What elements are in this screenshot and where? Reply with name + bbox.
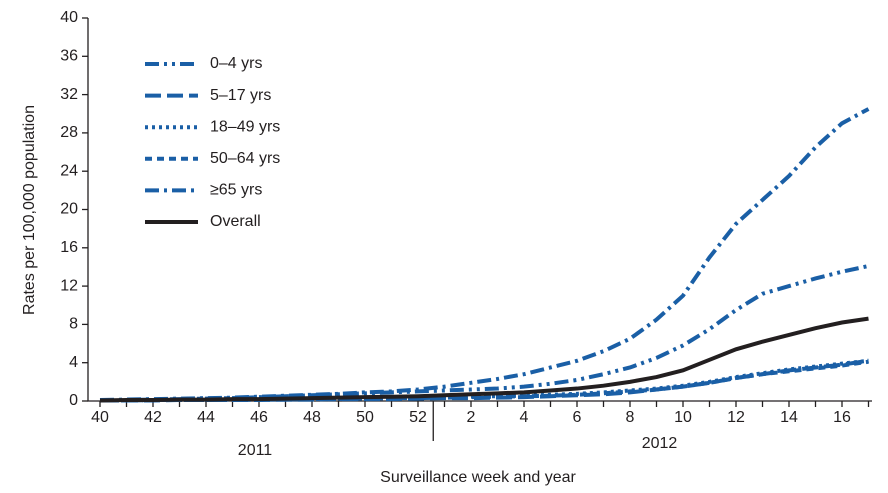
y-axis-label: Rates per 100,000 population	[21, 105, 38, 315]
x-tick-label: 2	[467, 409, 476, 426]
x-tick-label: 8	[626, 409, 635, 426]
legend-label: 5–17 yrs	[210, 87, 271, 104]
legend-label: ≥65 yrs	[210, 182, 262, 199]
y-tick-label: 12	[60, 277, 78, 294]
x-tick-label: 14	[780, 409, 798, 426]
y-tick-label: 28	[60, 124, 78, 141]
y-tick-label: 36	[60, 48, 78, 65]
x-tick-label: 6	[573, 409, 582, 426]
legend-label: 0–4 yrs	[210, 55, 262, 72]
y-tick-label: 8	[69, 316, 78, 333]
x-tick-label: 12	[727, 409, 745, 426]
y-tick-label: 16	[60, 239, 78, 256]
series-line	[100, 264, 869, 403]
y-tick-label: 40	[60, 9, 78, 26]
x-tick-label: 50	[356, 409, 374, 426]
x-axis-label: Surveillance week and year	[380, 469, 576, 486]
x-tick-label: 10	[674, 409, 692, 426]
x-tick-label: 46	[250, 409, 268, 426]
x-tick-label: 16	[833, 409, 851, 426]
legend-label: 50–64 yrs	[210, 150, 280, 167]
year-label: 2012	[642, 435, 678, 452]
legend-label: 18–49 yrs	[210, 118, 280, 135]
x-tick-label: 4	[520, 409, 529, 426]
y-tick-label: 0	[69, 392, 78, 409]
y-tick-label: 4	[69, 354, 78, 371]
y-tick-label: 20	[60, 201, 78, 218]
x-tick-label: 40	[91, 409, 109, 426]
x-tick-label: 44	[197, 409, 215, 426]
series-line	[99, 316, 869, 403]
series-line	[100, 359, 869, 403]
y-tick-label: 32	[60, 86, 78, 103]
legend-label: Overall	[210, 213, 261, 230]
y-tick-label: 24	[60, 162, 78, 179]
x-tick-label: 52	[409, 409, 427, 426]
x-tick-label: 42	[144, 409, 162, 426]
year-label: 2011	[238, 442, 273, 459]
x-tick-label: 48	[303, 409, 321, 426]
